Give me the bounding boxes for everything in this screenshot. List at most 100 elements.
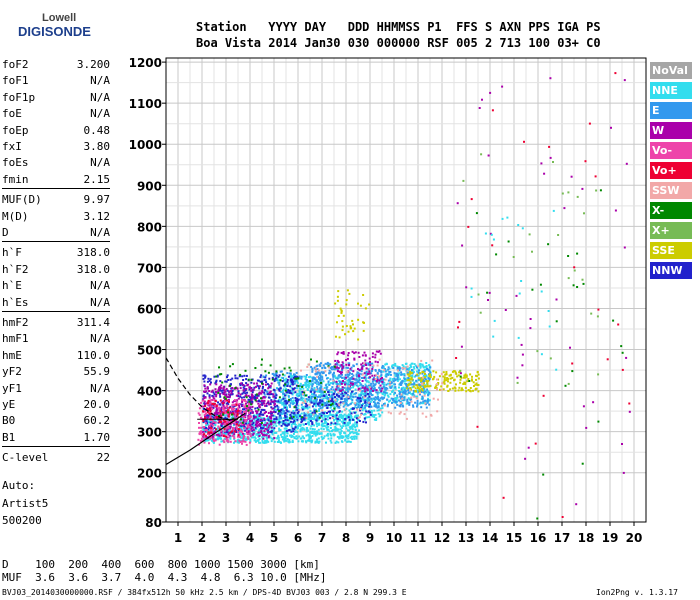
param-key: foF1 [2,74,29,88]
echo-point [376,391,379,394]
echo-point [476,384,479,386]
echo-point [378,369,381,372]
echo-point [349,422,351,425]
echo-point [561,192,564,195]
echo-point [293,437,296,440]
echo-point [265,411,267,413]
echo-point [205,436,208,439]
echo-point [217,401,219,404]
echo-point [286,413,289,416]
echo-point [301,420,304,423]
echo-point [402,365,405,368]
echo-point [276,437,279,440]
echo-point [345,407,348,410]
echo-point [222,411,225,414]
echo-point [332,410,335,413]
echo-point [428,391,431,394]
echo-point [231,363,234,366]
echo-point [486,291,489,294]
echo-point [358,406,361,409]
echo-point [442,371,445,374]
echo-point [218,436,221,439]
echo-point [374,378,377,380]
echo-point [338,410,341,413]
y-tick-label: 600 [137,302,162,316]
echo-point [263,418,266,420]
echo-point [202,428,205,431]
echo-point [314,408,317,411]
echo-point [310,400,312,403]
echo-point [290,420,292,423]
echo-point [279,387,282,390]
echo-point [614,72,617,75]
echo-point [404,392,407,395]
echo-point [241,423,244,426]
echo-point [255,413,258,416]
echo-point [352,374,355,377]
echo-point [302,423,305,426]
echo-point [292,391,295,394]
echo-point [326,423,328,426]
echo-point [263,399,266,402]
echo-point [272,429,275,432]
echo-point [300,399,303,402]
echo-point [295,435,298,438]
echo-point [294,380,297,382]
echo-point [328,383,331,386]
echo-point [205,424,208,427]
echo-point [255,420,258,423]
echo-point [371,374,374,377]
echo-point [247,415,250,417]
echo-point [241,440,244,443]
echo-point [400,388,403,391]
echo-point [203,384,206,387]
echo-point [350,369,353,372]
param-separator [2,188,110,190]
echo-point [297,440,300,443]
echo-point [425,380,428,383]
echo-point [343,393,346,396]
echo-point [245,428,248,431]
echo-point [517,336,520,339]
echo-point [280,435,283,438]
echo-point [215,410,218,413]
echo-point [308,418,311,421]
echo-point [306,407,309,410]
echo-point [392,380,395,383]
echo-point [256,397,259,399]
echo-point [222,439,225,442]
echo-point [393,391,396,394]
echo-point [337,376,340,379]
echo-point [465,286,468,289]
echo-point [341,415,344,418]
echo-point [322,364,325,367]
param-value: 3.200 [76,58,110,71]
echo-point [279,429,282,431]
echo-point [359,395,362,398]
echo-point [391,401,393,404]
echo-point [547,243,550,246]
echo-point [501,85,504,88]
echo-point [240,427,243,430]
echo-point [250,425,253,428]
echo-point [208,442,210,445]
param-value: 60.2 [83,414,111,428]
echo-point [405,366,408,369]
echo-point [349,431,352,434]
echo-point [345,414,348,417]
echo-point [309,375,312,378]
echo-point [265,418,268,421]
echo-point [244,416,247,419]
echo-point [241,442,243,445]
echo-point [292,410,295,412]
echo-point [225,438,228,441]
echo-point [411,394,414,397]
echo-point [361,397,364,400]
echo-point [198,413,201,416]
echo-point [334,426,337,428]
echo-point [281,373,284,376]
echo-point [224,393,227,396]
echo-point [205,416,208,419]
echo-point [336,382,339,385]
echo-point [279,412,282,415]
